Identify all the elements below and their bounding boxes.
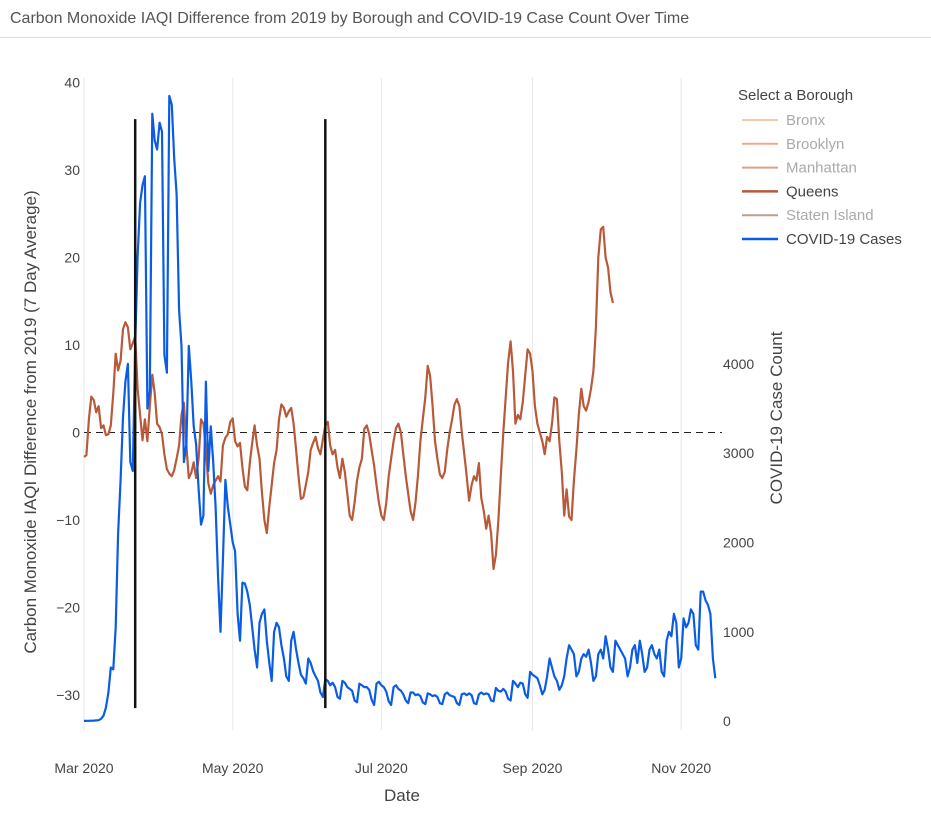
axis-layer: Mar 2020 May 2020 Jul 2020 Sep 2020 Nov 2020… [54, 74, 754, 776]
y2-tick-label: 3000 [723, 445, 754, 461]
x-axis-title: Date [384, 786, 420, 805]
y-tick-label: 0 [72, 424, 80, 440]
series-layer [83, 94, 717, 722]
legend-item-bronx[interactable]: Bronx [742, 112, 826, 129]
y-tick-label: 40 [64, 74, 80, 90]
title-bar: Carbon Monoxide IAQI Difference from 201… [0, 0, 931, 38]
y-tick-label: 10 [64, 337, 80, 353]
chart: Mar 2020 May 2020 Jul 2020 Sep 2020 Nov 2020… [21, 74, 902, 805]
series-line-queens[interactable] [83, 225, 614, 571]
y-tick-label: −10 [56, 512, 80, 528]
y-axis-title: Carbon Monoxide IAQI Difference from 201… [21, 190, 40, 653]
y-tick-label: −30 [56, 687, 80, 703]
legend-item-brooklyn[interactable]: Brooklyn [742, 136, 844, 153]
y2-tick-label: 4000 [723, 356, 754, 372]
legend-label: COVID-19 Cases [786, 231, 902, 248]
y-tick-label: 30 [64, 162, 80, 178]
legend-label: Manhattan [786, 160, 857, 177]
event-layer [133, 119, 327, 709]
legend-label: Staten Island [786, 207, 874, 224]
y2-tick-label: 2000 [723, 534, 754, 550]
page-title: Carbon Monoxide IAQI Difference from 201… [10, 10, 690, 27]
y2-tick-label: 1000 [723, 624, 754, 640]
legend-item-staten-island[interactable]: Staten Island [742, 207, 874, 224]
y-tick-label: −20 [56, 599, 80, 615]
y2-axis-title: COVID-19 Case Count [767, 331, 786, 504]
legend-title: Select a Borough [738, 87, 853, 104]
legend-label: Queens [786, 183, 839, 200]
legend-item-manhattan[interactable]: Manhattan [742, 160, 857, 177]
legend-label: Bronx [786, 112, 826, 129]
x-tick-label: Mar 2020 [54, 760, 113, 776]
series-line-covid-19-cases[interactable] [83, 94, 717, 722]
x-tick-label: Jul 2020 [355, 760, 408, 776]
legend-label: Brooklyn [786, 136, 844, 153]
y-tick-label: 20 [64, 249, 80, 265]
legend: Select a Borough Bronx Brooklyn Manhattan Q… [738, 87, 902, 248]
x-tick-label: Sep 2020 [503, 760, 563, 776]
legend-item-queens[interactable]: Queens [742, 183, 839, 200]
x-tick-label: Nov 2020 [651, 760, 711, 776]
x-tick-label: May 2020 [202, 760, 264, 776]
y2-tick-label: 0 [723, 713, 731, 729]
legend-item-covid-19-cases[interactable]: COVID-19 Cases [742, 231, 902, 248]
grid-layer [83, 78, 682, 730]
